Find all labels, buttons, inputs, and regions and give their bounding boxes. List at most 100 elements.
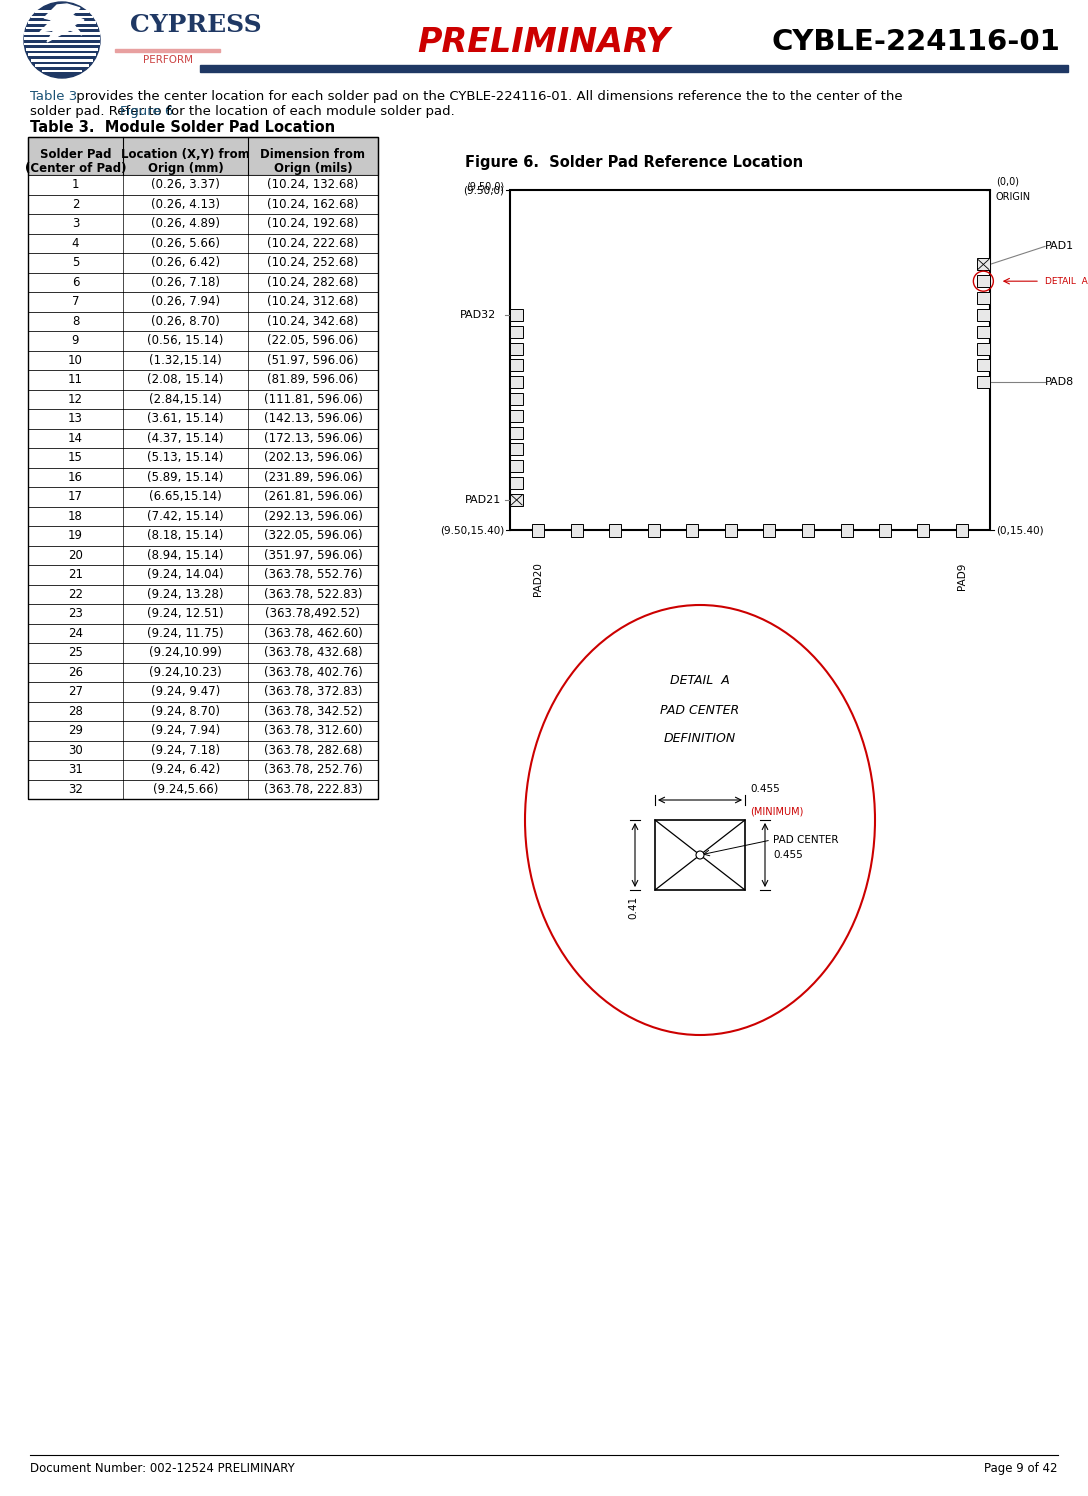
Text: (7.42, 15.14): (7.42, 15.14) (147, 510, 224, 522)
Bar (510, 393, 523, 405)
Bar (24, 43, 100, 45)
Bar (28, 194, 378, 214)
Bar (879, 524, 891, 537)
Text: (10.24, 252.68): (10.24, 252.68) (268, 256, 359, 269)
Text: (9.24,5.66): (9.24,5.66) (152, 782, 219, 796)
Text: (2.08, 15.14): (2.08, 15.14) (147, 373, 224, 386)
Text: CYPRESS: CYPRESS (129, 13, 261, 37)
Bar (609, 524, 621, 537)
Text: Page 9 of 42: Page 9 of 42 (985, 1462, 1058, 1475)
Bar (510, 326, 523, 338)
Text: 10: 10 (69, 353, 83, 367)
Bar (977, 292, 990, 304)
Text: (10.24, 162.68): (10.24, 162.68) (268, 197, 359, 211)
Text: (202.13, 596.06): (202.13, 596.06) (263, 452, 362, 464)
Text: 27: 27 (67, 685, 83, 699)
Text: (0.26, 4.13): (0.26, 4.13) (151, 197, 220, 211)
Text: 7: 7 (72, 295, 79, 308)
Bar (28, 741, 378, 760)
Text: 3: 3 (72, 217, 79, 230)
Text: (9.24, 9.47): (9.24, 9.47) (151, 685, 220, 699)
Text: (9.24,10.23): (9.24,10.23) (149, 666, 222, 679)
Text: (8.94, 15.14): (8.94, 15.14) (147, 549, 224, 562)
Bar (200, 64, 1068, 72)
Bar (28, 389, 378, 408)
Text: (6.65,15.14): (6.65,15.14) (149, 491, 222, 503)
Bar (35, 64, 89, 67)
Text: (172.13, 596.06): (172.13, 596.06) (263, 432, 362, 444)
Text: (0.26, 6.42): (0.26, 6.42) (151, 256, 220, 269)
Text: 31: 31 (69, 763, 83, 776)
Text: DETAIL  A: DETAIL A (670, 673, 730, 687)
Text: (9.24, 6.42): (9.24, 6.42) (151, 763, 220, 776)
Bar (28, 565, 378, 585)
Text: PAD20: PAD20 (533, 562, 543, 595)
Text: (51.97, 596.06): (51.97, 596.06) (268, 353, 359, 367)
Bar (725, 524, 737, 537)
Bar (28, 643, 378, 663)
Bar (42, 70, 82, 72)
Text: (10.24, 312.68): (10.24, 312.68) (268, 295, 359, 308)
Text: (142.13, 596.06): (142.13, 596.06) (263, 413, 362, 425)
Text: 16: 16 (67, 471, 83, 483)
Text: 18: 18 (69, 510, 83, 522)
Text: 26: 26 (67, 666, 83, 679)
Bar (28, 233, 378, 253)
Text: (111.81, 596.06): (111.81, 596.06) (263, 393, 362, 405)
Text: (3.61, 15.14): (3.61, 15.14) (147, 413, 224, 425)
Bar (28, 468, 378, 488)
Text: (0.26, 7.94): (0.26, 7.94) (151, 295, 220, 308)
Bar (977, 375, 990, 387)
Bar (28, 488, 378, 507)
Text: 0.41: 0.41 (628, 896, 638, 919)
Bar (977, 359, 990, 371)
Text: (363.78, 402.76): (363.78, 402.76) (263, 666, 362, 679)
Text: DETAIL  A: DETAIL A (1044, 277, 1088, 286)
Bar (28, 682, 378, 702)
Bar (977, 343, 990, 355)
Bar (510, 359, 523, 371)
Text: (10.24, 342.68): (10.24, 342.68) (268, 314, 359, 328)
Text: (363.78, 522.83): (363.78, 522.83) (263, 588, 362, 601)
Text: (2.84,15.14): (2.84,15.14) (149, 393, 222, 405)
Text: Dimension from: Dimension from (260, 148, 366, 162)
Text: (351.97, 596.06): (351.97, 596.06) (263, 549, 362, 562)
Bar (510, 477, 523, 489)
Bar (28, 331, 378, 350)
Bar (841, 524, 853, 537)
Text: (5.89, 15.14): (5.89, 15.14) (147, 471, 224, 483)
Text: ORIGIN: ORIGIN (996, 191, 1031, 202)
Bar (28, 663, 378, 682)
Bar (571, 524, 583, 537)
Bar (28, 721, 378, 741)
Bar (977, 259, 990, 271)
Text: (363.78, 222.83): (363.78, 222.83) (263, 782, 362, 796)
Bar (24, 37, 100, 40)
Text: 30: 30 (69, 744, 83, 757)
Bar (25, 27, 98, 30)
Circle shape (24, 1, 100, 78)
Text: 11: 11 (67, 373, 83, 386)
Text: PAD CENTER: PAD CENTER (660, 703, 740, 717)
Bar (510, 443, 523, 455)
Text: (0.56, 15.14): (0.56, 15.14) (147, 334, 224, 347)
Text: (9.50,15.40): (9.50,15.40) (440, 525, 504, 536)
Text: (10.24, 222.68): (10.24, 222.68) (268, 236, 359, 250)
Bar (510, 375, 523, 387)
Text: 2: 2 (72, 197, 79, 211)
Text: 13: 13 (69, 413, 83, 425)
Text: (22.05, 596.06): (22.05, 596.06) (268, 334, 359, 347)
Bar (28, 138, 378, 175)
Bar (30, 16, 94, 18)
Text: (1.32,15.14): (1.32,15.14) (149, 353, 222, 367)
Bar (510, 426, 523, 438)
Text: Orign (mils): Orign (mils) (274, 162, 353, 175)
Text: (363.78, 462.60): (363.78, 462.60) (263, 627, 362, 640)
Text: ⟨9.50,0⟩: ⟨9.50,0⟩ (466, 183, 504, 191)
Circle shape (696, 851, 704, 859)
Bar (510, 310, 523, 322)
Bar (655, 820, 745, 890)
Text: (363.78, 312.60): (363.78, 312.60) (263, 724, 362, 738)
Text: 17: 17 (67, 491, 83, 503)
Text: (9.24, 12.51): (9.24, 12.51) (147, 607, 224, 621)
